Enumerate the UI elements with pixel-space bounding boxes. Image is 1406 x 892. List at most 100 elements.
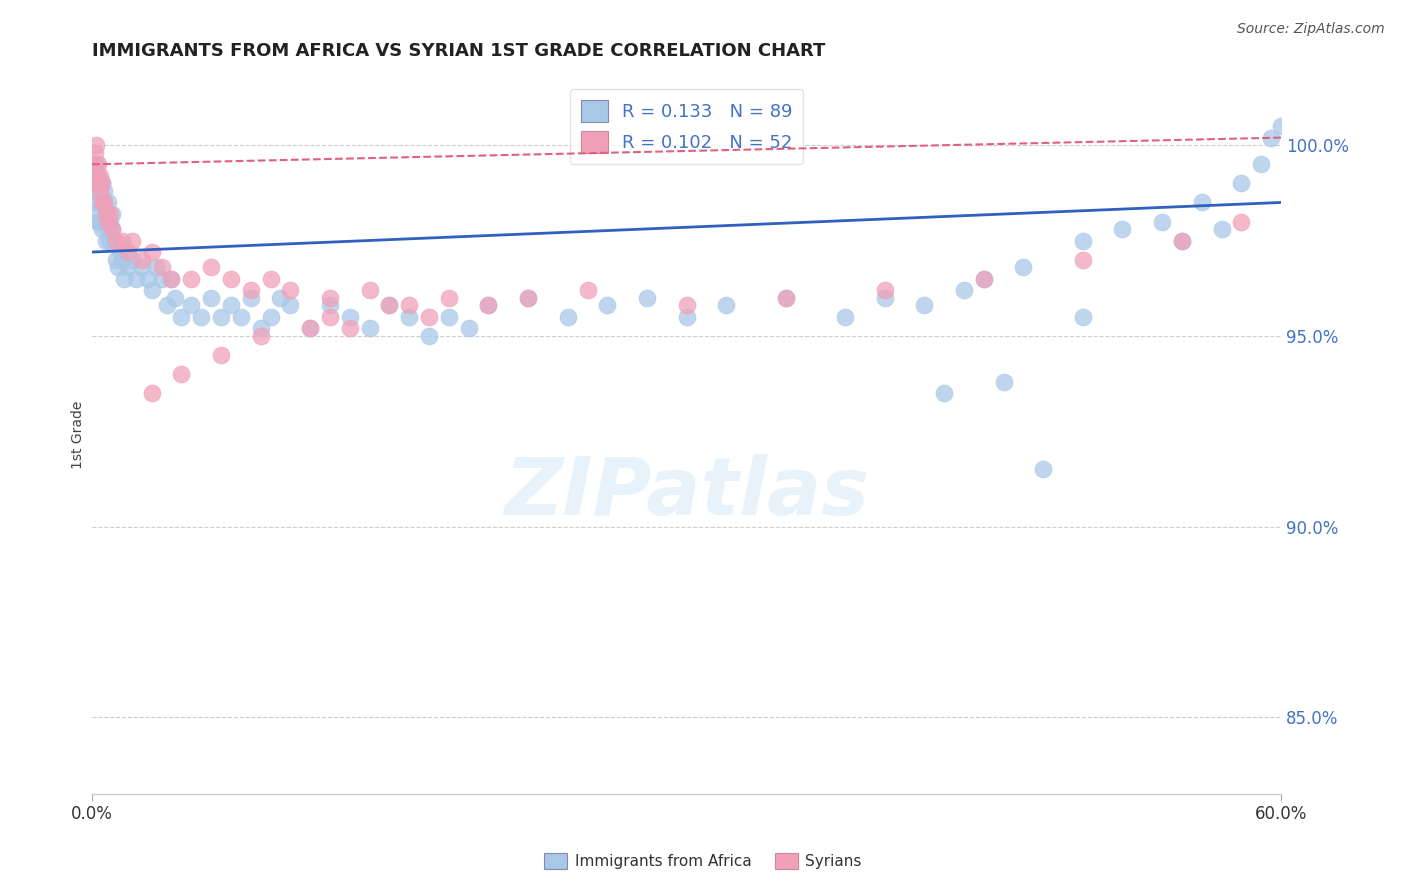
Point — [418, 310, 440, 324]
Point — [1071, 234, 1094, 248]
Point — [953, 283, 976, 297]
Point — [278, 298, 301, 312]
Point — [775, 291, 797, 305]
Point — [101, 222, 124, 236]
Point — [339, 310, 361, 324]
Point — [675, 298, 697, 312]
Point — [249, 321, 271, 335]
Point — [714, 298, 737, 312]
Point — [873, 283, 896, 297]
Point — [259, 310, 281, 324]
Point — [84, 138, 107, 153]
Point — [98, 234, 121, 248]
Point — [1012, 260, 1035, 275]
Point — [319, 291, 342, 305]
Point — [170, 310, 193, 324]
Point — [131, 252, 153, 267]
Point — [97, 214, 120, 228]
Point — [873, 291, 896, 305]
Point — [87, 195, 110, 210]
Point — [83, 207, 105, 221]
Point — [97, 195, 120, 210]
Point — [180, 298, 202, 312]
Point — [775, 291, 797, 305]
Point — [675, 310, 697, 324]
Point — [378, 298, 401, 312]
Point — [97, 222, 120, 236]
Point — [596, 298, 619, 312]
Legend: R = 0.133   N = 89, R = 0.102   N = 52: R = 0.133 N = 89, R = 0.102 N = 52 — [569, 89, 803, 164]
Point — [1230, 214, 1253, 228]
Point — [94, 207, 117, 221]
Point — [278, 283, 301, 297]
Point — [160, 271, 183, 285]
Point — [125, 271, 148, 285]
Point — [973, 271, 995, 285]
Point — [87, 157, 110, 171]
Point — [121, 234, 143, 248]
Point — [87, 177, 110, 191]
Point — [437, 310, 460, 324]
Point — [1171, 234, 1194, 248]
Text: IMMIGRANTS FROM AFRICA VS SYRIAN 1ST GRADE CORRELATION CHART: IMMIGRANTS FROM AFRICA VS SYRIAN 1ST GRA… — [93, 42, 825, 60]
Point — [1071, 252, 1094, 267]
Point — [209, 310, 232, 324]
Point — [1260, 130, 1282, 145]
Point — [339, 321, 361, 335]
Point — [103, 234, 125, 248]
Point — [104, 252, 127, 267]
Point — [150, 260, 173, 275]
Point — [219, 271, 242, 285]
Point — [834, 310, 856, 324]
Point — [108, 245, 131, 260]
Point — [91, 195, 114, 210]
Point — [973, 271, 995, 285]
Point — [93, 214, 115, 228]
Point — [112, 271, 135, 285]
Point — [165, 291, 187, 305]
Legend: Immigrants from Africa, Syrians: Immigrants from Africa, Syrians — [538, 847, 868, 875]
Point — [517, 291, 540, 305]
Point — [89, 169, 111, 183]
Point — [170, 367, 193, 381]
Point — [150, 271, 173, 285]
Point — [101, 207, 124, 221]
Point — [141, 386, 163, 401]
Point — [84, 157, 107, 171]
Point — [98, 207, 121, 221]
Point — [104, 234, 127, 248]
Point — [156, 298, 179, 312]
Point — [359, 283, 381, 297]
Point — [457, 321, 479, 335]
Point — [437, 291, 460, 305]
Point — [93, 184, 115, 198]
Point — [160, 271, 183, 285]
Point — [91, 222, 114, 236]
Point — [117, 260, 139, 275]
Point — [83, 157, 105, 171]
Point — [91, 195, 114, 210]
Point — [319, 298, 342, 312]
Point — [398, 310, 420, 324]
Point — [141, 283, 163, 297]
Point — [259, 271, 281, 285]
Point — [1270, 119, 1292, 133]
Point — [101, 222, 124, 236]
Point — [269, 291, 291, 305]
Point — [229, 310, 252, 324]
Point — [209, 348, 232, 362]
Point — [1230, 177, 1253, 191]
Point — [1250, 157, 1272, 171]
Point — [141, 245, 163, 260]
Point — [1171, 234, 1194, 248]
Point — [94, 234, 117, 248]
Point — [98, 214, 121, 228]
Point — [299, 321, 322, 335]
Point — [190, 310, 212, 324]
Point — [1111, 222, 1133, 236]
Point — [91, 177, 114, 191]
Point — [219, 298, 242, 312]
Y-axis label: 1st Grade: 1st Grade — [72, 401, 86, 469]
Point — [200, 260, 222, 275]
Point — [934, 386, 956, 401]
